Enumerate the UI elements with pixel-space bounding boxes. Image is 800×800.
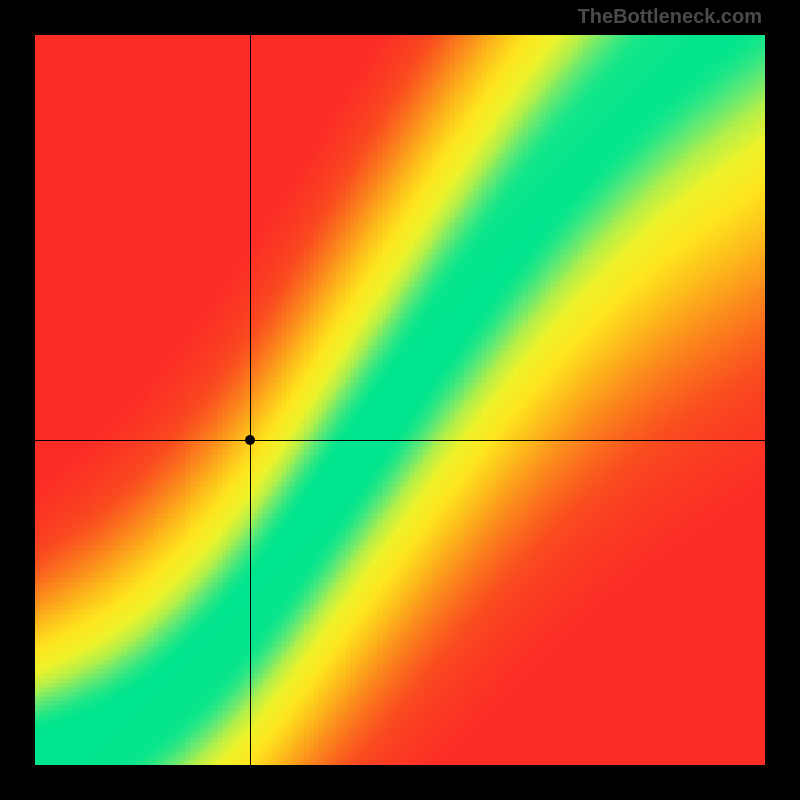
- watermark-text: TheBottleneck.com: [578, 6, 762, 29]
- crosshair-marker: [245, 435, 255, 445]
- heatmap-plot: [35, 35, 765, 765]
- crosshair-horizontal: [35, 440, 765, 441]
- crosshair-vertical: [250, 35, 251, 765]
- heatmap-canvas: [35, 35, 765, 765]
